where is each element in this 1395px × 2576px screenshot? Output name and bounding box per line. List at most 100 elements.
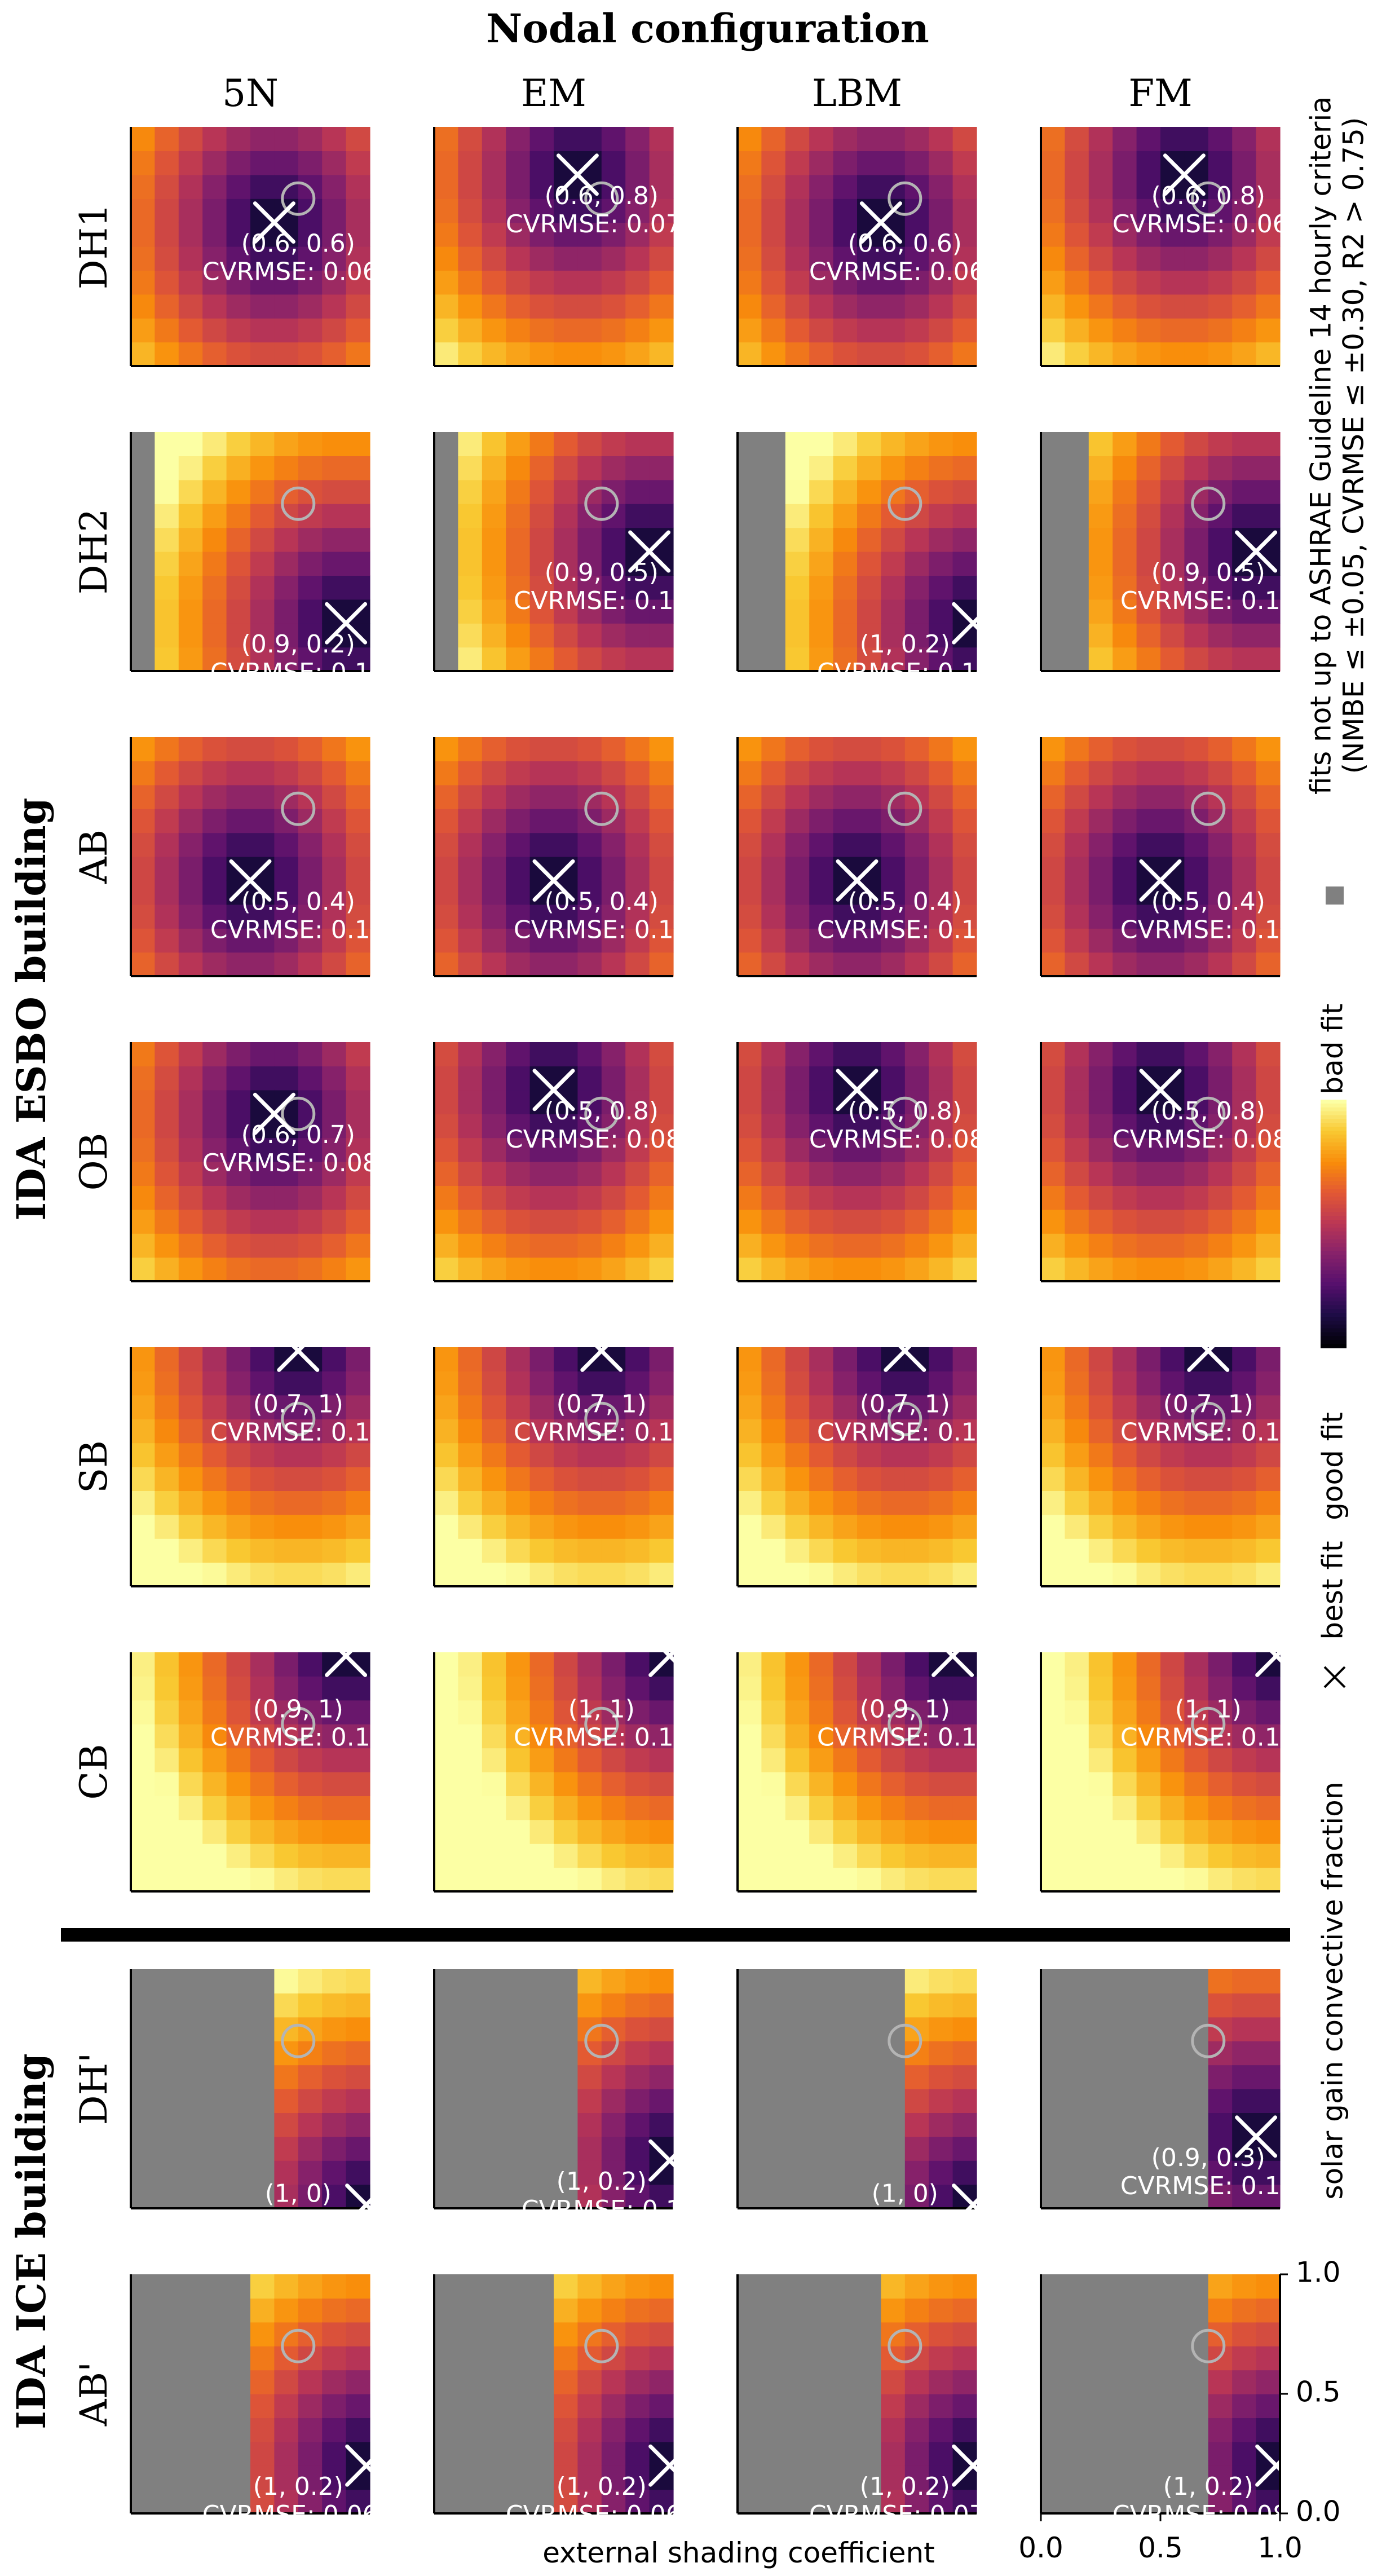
- heatmap-cell: [649, 270, 674, 295]
- heatmap-cell: [1232, 575, 1257, 600]
- heatmap-cell: [785, 246, 810, 271]
- heatmap-cell: [154, 1233, 179, 1258]
- heatmap-cell: [482, 2418, 506, 2442]
- heatmap-cell: [904, 1819, 929, 1844]
- heatmap-cell: [1208, 904, 1233, 929]
- row-header: AB': [72, 2362, 116, 2427]
- heatmap-cell: [1184, 342, 1209, 367]
- heatmap-cell: [1088, 1748, 1113, 1772]
- heatmap-cell: [458, 1819, 483, 1844]
- heatmap-cell: [1113, 599, 1137, 624]
- heatmap-cell: [131, 1867, 155, 1892]
- heatmap-cell: [506, 1066, 531, 1091]
- heatmap-cell: [346, 1419, 370, 1444]
- heatmap-cell: [881, 1233, 906, 1258]
- heatmap-cell: [322, 151, 347, 175]
- heatmap-cell: [346, 1969, 370, 1993]
- heatmap-cell: [929, 1467, 953, 1491]
- heatmap-cell: [625, 1371, 650, 1396]
- heatmap-cell: [904, 1443, 929, 1467]
- heatmap-cell: [202, 199, 227, 223]
- heatmap-cell: [226, 2089, 251, 2113]
- heatmap-cell: [458, 1137, 483, 1162]
- heatmap-cell: [1113, 151, 1137, 175]
- heatmap-cell: [226, 2298, 251, 2323]
- best-fit-marker: [836, 1069, 879, 1111]
- heatmap-cell: [929, 832, 953, 857]
- heatmap-cell: [322, 1819, 347, 1844]
- heatmap-cell: [881, 318, 906, 343]
- heatmap-cell: [1232, 432, 1257, 456]
- heatmap-cell: [1160, 294, 1185, 319]
- heatmap-cell: [482, 1185, 506, 1210]
- heatmap-cell: [322, 2441, 347, 2466]
- heatmap-cell: [1113, 1371, 1137, 1396]
- heatmap-cell: [202, 504, 227, 528]
- heatmap-cell: [529, 1562, 554, 1587]
- heatmap-cell: [952, 246, 977, 271]
- heatmap-cell: [178, 2489, 203, 2514]
- heatmap-cell: [434, 1185, 458, 1210]
- heatmap-cell: [274, 2184, 299, 2209]
- heatmap-cell: [857, 2274, 881, 2299]
- heatmap-cell: [226, 1347, 251, 1371]
- heatmap-cell: [178, 1652, 203, 1677]
- heatmap-cell: [1160, 1514, 1185, 1539]
- heatmap-cell: [785, 1748, 810, 1772]
- heatmap-cell: [274, 1185, 299, 1210]
- heatmap-cell: [952, 1371, 977, 1396]
- heatmap-cell: [904, 1796, 929, 1820]
- colorbar-segment: [1321, 1289, 1347, 1294]
- heatmap-cell: [649, 1443, 674, 1467]
- heatmap-cell: [274, 294, 299, 319]
- heatmap-cell: [601, 1490, 626, 1515]
- heatmap-cell: [202, 174, 227, 199]
- heatmap-cell: [250, 1162, 275, 1186]
- heatmap-cell: [929, 270, 953, 295]
- heatmap-cell: [202, 2112, 227, 2137]
- heatmap-cell: [857, 270, 881, 295]
- heatmap-cell: [250, 1137, 275, 1162]
- heatmap-cell: [1256, 1843, 1281, 1868]
- heatmap-cell: [226, 2041, 251, 2066]
- heatmap-cell: [1136, 1652, 1161, 1677]
- heatmap-cell: [809, 199, 834, 223]
- heatmap-cell: [202, 2136, 227, 2161]
- heatmap-cell: [178, 1514, 203, 1539]
- heatmap-cell: [1088, 2441, 1113, 2466]
- heatmap-cell: [554, 2465, 578, 2490]
- heatmap-cell: [809, 1538, 834, 1563]
- heatmap-cell: [1088, 527, 1113, 552]
- colorbar-segment: [1321, 1131, 1347, 1135]
- heatmap-cell: [1065, 1257, 1089, 1282]
- heatmap-cell: [761, 1514, 786, 1539]
- heatmap-cell: [601, 1843, 626, 1868]
- heatmap-cell: [929, 623, 953, 648]
- heatmap-cell: [857, 952, 881, 977]
- heatmap-cell: [1088, 246, 1113, 271]
- heatmap-cell: [506, 1137, 531, 1162]
- heatmap-cell: [346, 2418, 370, 2442]
- heatmap-cell: [1088, 1257, 1113, 1282]
- colorbar-segment: [1321, 1286, 1347, 1290]
- heatmap-cell: [298, 1443, 323, 1467]
- default-marker: [281, 181, 316, 216]
- heatmap-cell: [154, 318, 179, 343]
- default-marker: [281, 791, 316, 826]
- heatmap-cell: [298, 1796, 323, 1820]
- heatmap-cell: [1065, 2298, 1089, 2323]
- heatmap-cell: [178, 527, 203, 552]
- heatmap-cell: [458, 761, 483, 786]
- heatmap-cell: [952, 952, 977, 977]
- heatmap-cell: [434, 1819, 458, 1844]
- heatmap-cell: [274, 151, 299, 175]
- heatmap-cell: [154, 1042, 179, 1066]
- heatmap-cell: [154, 2274, 179, 2299]
- heatmap-cell: [809, 1748, 834, 1772]
- heatmap-cell: [298, 857, 323, 881]
- heatmap-cell: [833, 1819, 858, 1844]
- colorbar-segment: [1321, 1293, 1347, 1298]
- colorbar-segment: [1321, 1239, 1347, 1244]
